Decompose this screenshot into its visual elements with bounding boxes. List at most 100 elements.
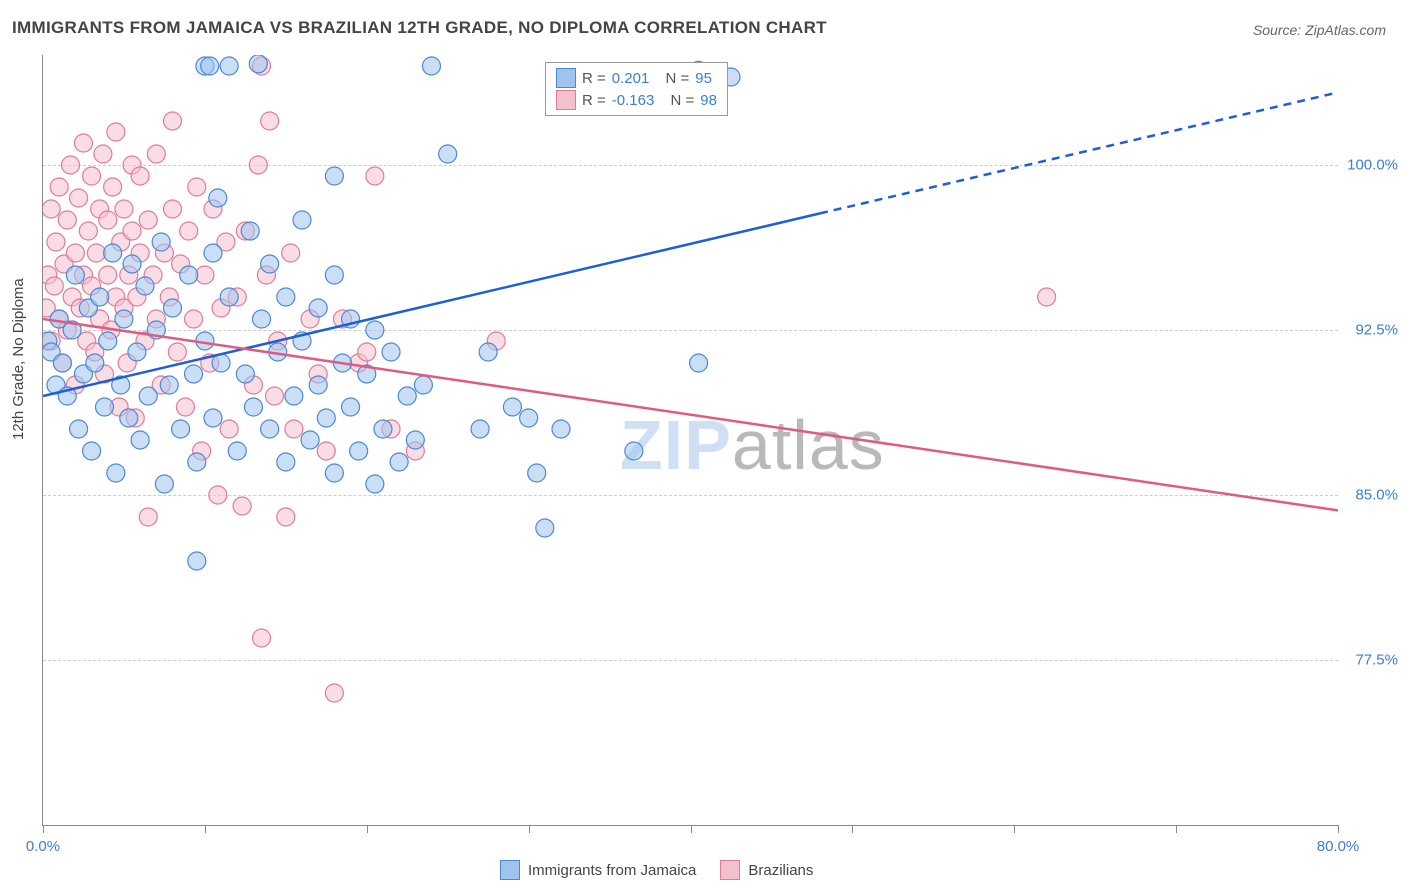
scatter-point [188, 552, 206, 570]
scatter-point [94, 145, 112, 163]
source-attribution: Source: ZipAtlas.com [1253, 22, 1386, 38]
scatter-point [528, 464, 546, 482]
legend-r-value-jamaica: 0.201 [612, 70, 650, 87]
scatter-point [317, 409, 335, 427]
scatter-point [382, 343, 400, 361]
scatter-point [96, 398, 114, 416]
legend-item-jamaica: Immigrants from Jamaica [500, 860, 696, 880]
x-tick [43, 825, 44, 833]
scatter-point [233, 497, 251, 515]
scatter-point [70, 420, 88, 438]
correlation-legend: R = 0.201 N = 95 R = -0.163 N = 98 [545, 62, 728, 116]
scatter-point [123, 255, 141, 273]
scatter-point [58, 211, 76, 229]
scatter-point [115, 200, 133, 218]
regression-line [43, 319, 1338, 510]
scatter-point [185, 365, 203, 383]
scatter-point [172, 420, 190, 438]
scatter-point [366, 475, 384, 493]
scatter-point [309, 299, 327, 317]
scatter-point [241, 222, 259, 240]
scatter-point [209, 486, 227, 504]
scatter-point [282, 244, 300, 262]
scatter-point [350, 442, 368, 460]
scatter-point [185, 310, 203, 328]
scatter-point [1038, 288, 1056, 306]
scatter-point [277, 453, 295, 471]
scatter-point [83, 167, 101, 185]
scatter-point [176, 398, 194, 416]
scatter-point [366, 167, 384, 185]
scatter-point [180, 266, 198, 284]
scatter-point [390, 453, 408, 471]
scatter-point [131, 431, 149, 449]
legend-r-value-brazilians: -0.163 [612, 92, 655, 109]
scatter-point [398, 387, 416, 405]
scatter-point [120, 409, 138, 427]
scatter-point [155, 475, 173, 493]
scatter-point [209, 189, 227, 207]
scatter-point [249, 156, 267, 174]
scatter-point [503, 398, 521, 416]
scatter-point [136, 277, 154, 295]
scatter-point [536, 519, 554, 537]
scatter-point [70, 189, 88, 207]
x-tick [1338, 825, 1339, 833]
scatter-point [309, 376, 327, 394]
scatter-point [152, 233, 170, 251]
scatter-point [220, 57, 238, 75]
scatter-point [180, 222, 198, 240]
chart-plot-area: 77.5%85.0%92.5%100.0%0.0%80.0% [42, 55, 1338, 826]
x-tick [1014, 825, 1015, 833]
scatter-point [99, 266, 117, 284]
scatter-point [293, 211, 311, 229]
scatter-point [261, 112, 279, 130]
scatter-point [79, 222, 97, 240]
scatter-point [253, 310, 271, 328]
scatter-plot-svg [43, 55, 1338, 825]
scatter-point [265, 387, 283, 405]
scatter-point [625, 442, 643, 460]
scatter-point [147, 145, 165, 163]
scatter-point [261, 255, 279, 273]
scatter-point [236, 365, 254, 383]
scatter-point [104, 178, 122, 196]
scatter-point [277, 508, 295, 526]
scatter-point [342, 398, 360, 416]
scatter-point [325, 464, 343, 482]
scatter-point [107, 464, 125, 482]
x-tick [205, 825, 206, 833]
scatter-point [107, 123, 125, 141]
x-tick-label: 80.0% [1317, 838, 1360, 855]
scatter-point [139, 387, 157, 405]
scatter-point [164, 200, 182, 218]
scatter-point [99, 211, 117, 229]
scatter-point [196, 266, 214, 284]
scatter-point [53, 354, 71, 372]
legend-r-label: R = [582, 70, 606, 87]
regression-line-extrapolated [820, 92, 1338, 213]
scatter-point [220, 420, 238, 438]
legend-item-brazilians: Brazilians [720, 860, 813, 880]
scatter-point [253, 629, 271, 647]
scatter-point [277, 288, 295, 306]
scatter-point [220, 288, 238, 306]
scatter-point [552, 420, 570, 438]
scatter-point [520, 409, 538, 427]
scatter-point [131, 167, 149, 185]
x-tick-label: 0.0% [26, 838, 60, 855]
scatter-point [139, 508, 157, 526]
legend-n-label: N = [665, 70, 689, 87]
legend-swatch-brazilians [556, 90, 576, 110]
scatter-point [188, 453, 206, 471]
x-tick [367, 825, 368, 833]
scatter-point [325, 167, 343, 185]
scatter-point [285, 387, 303, 405]
chart-title: IMMIGRANTS FROM JAMAICA VS BRAZILIAN 12T… [12, 18, 827, 38]
scatter-point [201, 57, 219, 75]
scatter-point [164, 299, 182, 317]
legend-swatch-jamaica [556, 68, 576, 88]
scatter-point [99, 332, 117, 350]
legend-row-brazilians: R = -0.163 N = 98 [556, 89, 717, 111]
scatter-point [204, 244, 222, 262]
